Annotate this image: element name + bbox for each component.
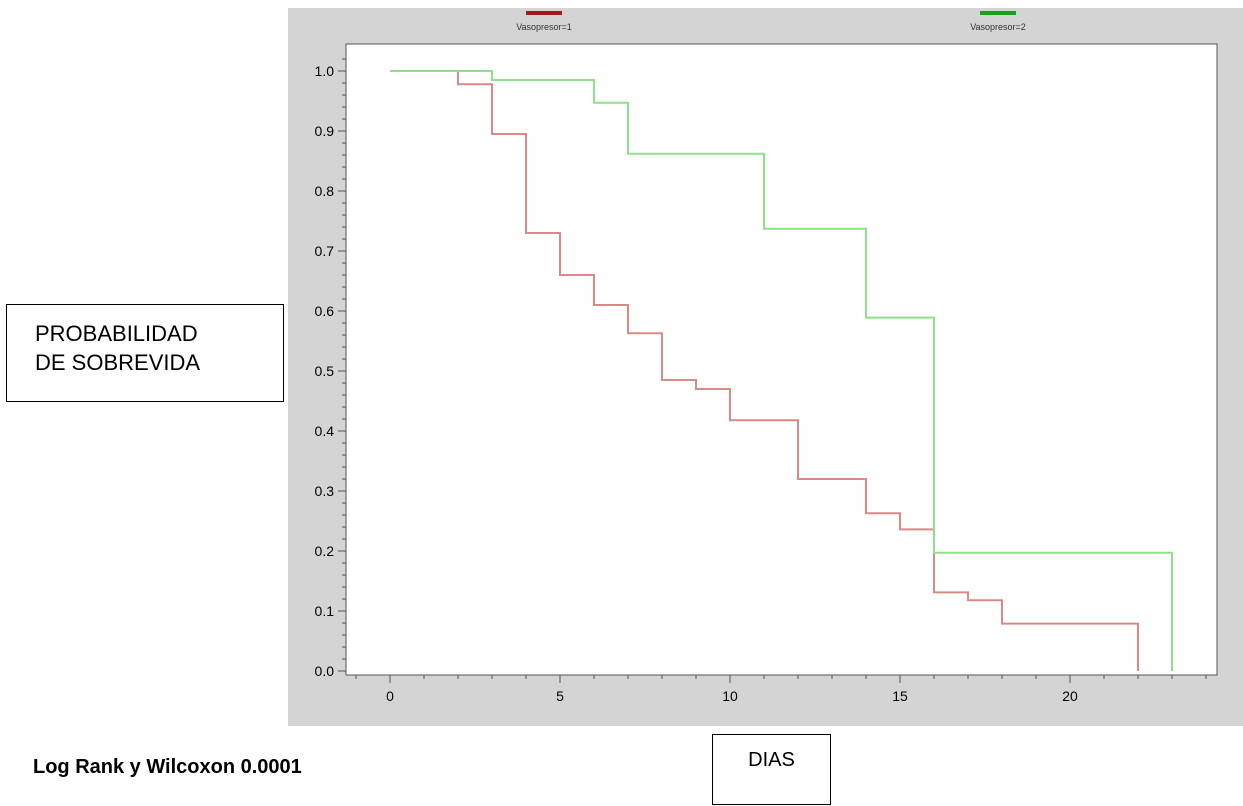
y-tick-label: 0.8 [315, 183, 335, 199]
survival-curve-vasopresor-2 [390, 70, 1173, 671]
plot-area [345, 43, 1218, 676]
legend-swatch [980, 11, 1016, 15]
x-tick-label: 20 [1062, 688, 1078, 704]
y-axis-label-line-2: DE SOBREVIDA [35, 350, 201, 375]
x-tick-label: 15 [892, 688, 908, 704]
x-axis-label: DIAS [748, 749, 795, 771]
y-axis-label-box: PROBABILIDAD DE SOBREVIDA [6, 304, 284, 402]
legend-label: Vasopresor=1 [516, 22, 572, 32]
survival-chart: Vasopresor=1 Vasopresor=2 0.0 0.1 0.2 0.3 0.4 0… [315, 11, 1218, 704]
legend-label: Vasopresor=2 [970, 22, 1026, 32]
y-tick-label: 0.4 [315, 423, 335, 439]
y-tick-label: 0.5 [315, 363, 335, 379]
y-tick-label: 0.3 [315, 483, 335, 499]
y-tick-label: 1.0 [315, 63, 335, 79]
y-tick-label: 0.0 [315, 663, 335, 679]
y-tick-label: 0.1 [315, 603, 335, 619]
x-tick-label: 0 [386, 688, 394, 704]
x-axis-label-box: DIAS [712, 734, 831, 805]
x-tick-label: 10 [722, 688, 738, 704]
y-tick-label: 0.6 [315, 303, 335, 319]
y-tick-label: 0.2 [315, 543, 335, 559]
y-axis-label-line-1: PROBABILIDAD [35, 321, 198, 346]
x-tick-label: 5 [556, 688, 564, 704]
y-tick-label: 0.9 [315, 123, 335, 139]
chart-panel: Vasopresor=1 Vasopresor=2 0.0 0.1 0.2 0.3 0.4 0… [288, 8, 1243, 726]
legend-swatch [526, 11, 562, 15]
y-tick-label: 0.7 [315, 243, 335, 259]
survival-curve-vasopresor-1 [390, 70, 1139, 671]
statistical-test-note: Log Rank y Wilcoxon 0.0001 [33, 756, 302, 778]
